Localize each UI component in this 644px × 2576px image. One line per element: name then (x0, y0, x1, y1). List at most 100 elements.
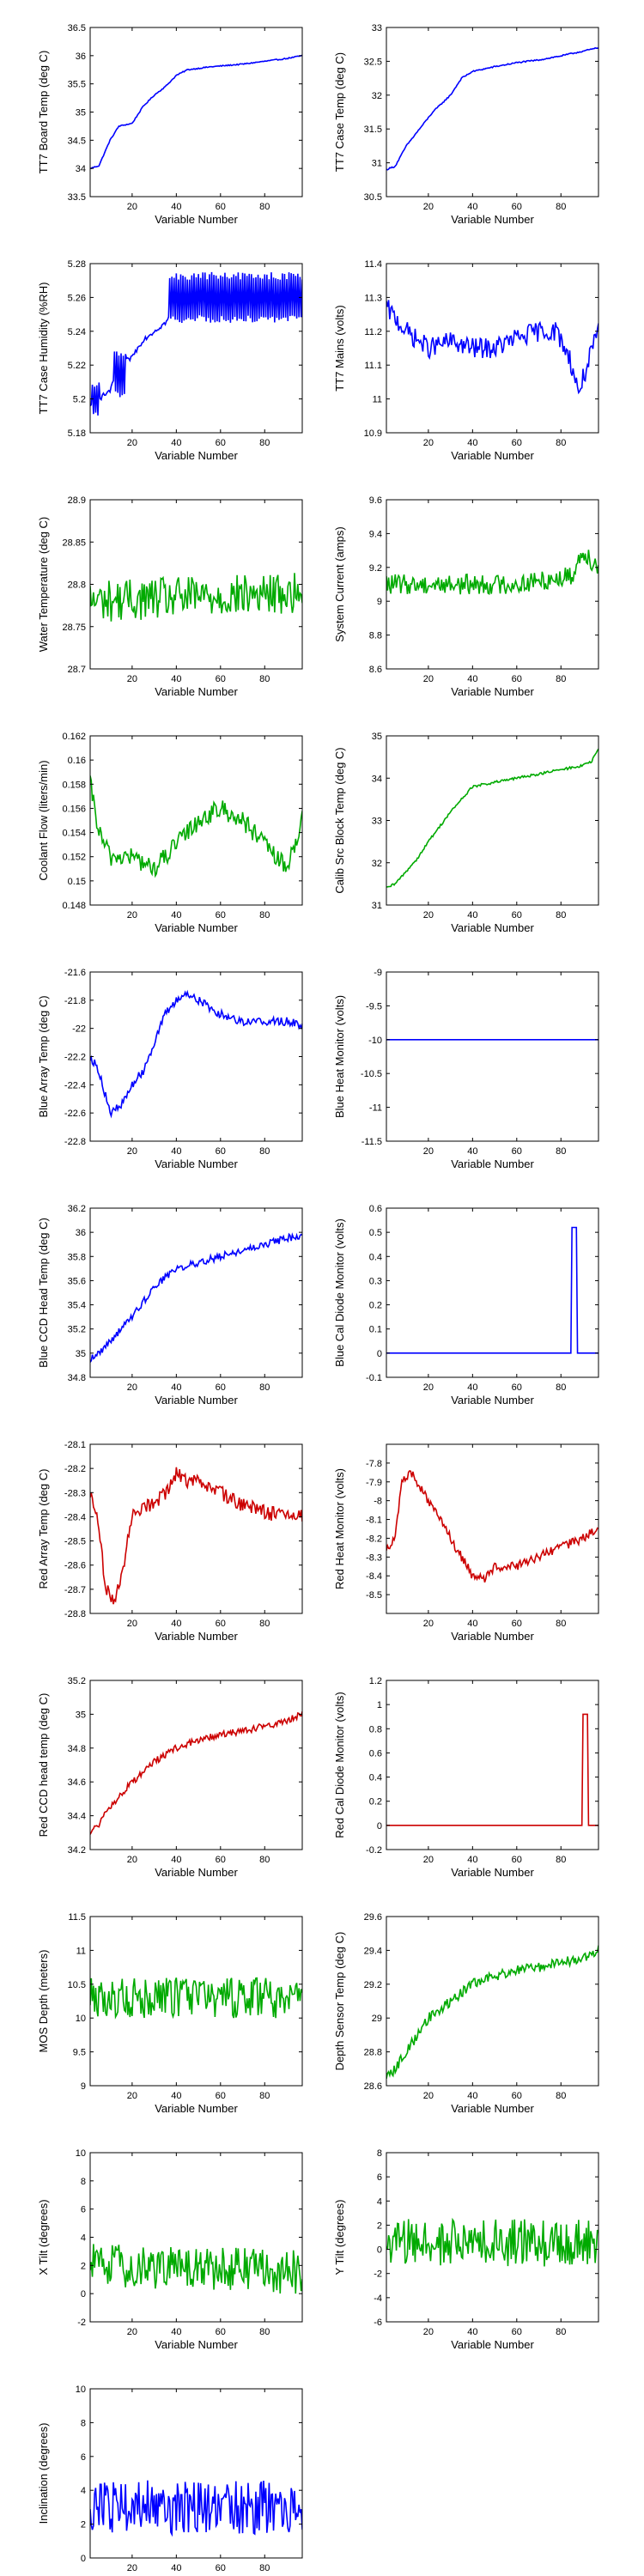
y-tick-label: 0 (377, 1821, 382, 1832)
y-tick-label: -22.6 (64, 1109, 86, 1119)
y-tick-label: 0 (81, 2554, 86, 2564)
x-tick-label: 40 (171, 2091, 181, 2101)
series-line-tt7-mains (386, 300, 598, 395)
y-tick-label: -0.1 (366, 1373, 382, 1383)
y-tick-label: 0 (81, 2289, 86, 2300)
y-tick-label: -28.6 (64, 1561, 86, 1571)
y-tick-label: 35 (76, 1710, 86, 1720)
y-tick-label: 0 (377, 1349, 382, 1359)
y-axis-label: Red CCD head temp (deg C) (37, 1693, 50, 1838)
y-tick-label: -22 (72, 1024, 86, 1035)
x-tick-label: 60 (512, 674, 522, 684)
x-tick-label: 40 (467, 2091, 477, 2101)
chart-blue-heat-monitor: -11.5 -11 -10.5 -10 -9.5 -9 20 40 60 80 Variable N… (333, 968, 599, 1170)
x-tick-label: 40 (171, 1146, 181, 1157)
y-tick-label: 33 (372, 817, 382, 827)
series-line-tt7-board-temp (90, 54, 302, 169)
plot-frame (386, 499, 599, 670)
x-tick-label: 60 (216, 2327, 226, 2337)
series-line-tt7-case-humidity (90, 271, 302, 416)
x-tick-label: 20 (423, 1146, 434, 1157)
x-tick-label: 40 (171, 438, 181, 448)
x-axis-label: Variable Number (155, 1157, 238, 1170)
x-tick-label: 60 (512, 2327, 522, 2337)
x-tick-label: 20 (423, 1855, 434, 1865)
y-tick-label: 0.156 (62, 804, 86, 814)
y-tick-label: 5.2 (73, 395, 86, 405)
x-tick-label: 40 (171, 2563, 181, 2573)
y-tick-label: 0.162 (62, 732, 86, 742)
y-tick-label: 1 (377, 1700, 382, 1710)
x-tick-label: 20 (127, 674, 137, 684)
x-tick-label: 40 (467, 674, 477, 684)
y-tick-label: 11.3 (364, 293, 382, 303)
chart-tt7-case-humidity: 5.18 5.2 5.22 5.24 5.26 5.28 20 40 60 80 Variable … (37, 259, 303, 462)
y-axis-label: Depth Sensor Temp (deg C) (333, 1932, 346, 2071)
chart-blue-ccd-head-temp: 34.8 35 35.2 35.4 35.6 35.8 36 36.2 20 40 60 80 Vari… (37, 1204, 303, 1406)
x-axis-label: Variable Number (451, 685, 534, 698)
x-tick-label: 60 (216, 438, 226, 448)
y-tick-label: -7.9 (366, 1478, 382, 1488)
x-tick-label: 20 (127, 2091, 137, 2101)
x-axis-label: Variable Number (155, 2574, 238, 2576)
y-tick-label: -8.1 (366, 1516, 382, 1526)
y-tick-label: 30.5 (364, 192, 382, 203)
x-axis-label: Variable Number (451, 2102, 534, 2115)
y-tick-label: 5.22 (68, 361, 86, 371)
x-axis-label: Variable Number (451, 2338, 534, 2351)
y-axis-label: Blue Heat Monitor (volts) (333, 995, 346, 1118)
x-tick-label: 60 (512, 202, 522, 212)
chart-y-tilt: -6 -4 -2 0 2 4 6 8 20 40 60 80 Variable Number Y Tilt… (333, 2148, 599, 2351)
x-tick-label: 20 (127, 1855, 137, 1865)
y-tick-label: 29.6 (364, 1912, 382, 1923)
y-tick-label: 0.152 (62, 853, 86, 863)
x-tick-label: 80 (556, 1619, 566, 1629)
series-line-red-cal-diode-monitor (386, 1713, 598, 1826)
y-tick-label: 35.2 (68, 1676, 86, 1686)
y-tick-label: 28.85 (62, 538, 86, 548)
y-tick-label: 8.8 (369, 631, 382, 641)
y-tick-label: 0.1 (369, 1325, 382, 1335)
plot-frame (89, 2388, 303, 2559)
x-tick-label: 80 (259, 1619, 270, 1629)
x-axis-label: Variable Number (451, 1394, 534, 1406)
y-tick-label: 0.158 (62, 780, 86, 790)
chart-red-cal-diode-monitor: -0.2 0 0.2 0.4 0.6 0.8 1 1.2 20 40 60 80 Variable Nu… (333, 1676, 599, 1879)
series-line-system-current (386, 550, 598, 595)
x-tick-label: 80 (259, 910, 270, 920)
y-tick-label: 34.2 (68, 1845, 86, 1856)
x-axis-label: Variable Number (155, 685, 238, 698)
y-tick-label: -28.2 (64, 1464, 86, 1474)
series-line-depth-sensor-temp (386, 1945, 598, 2080)
chart-tt7-mains: 10.9 11 11.1 11.2 11.3 11.4 20 40 60 80 Variable N… (333, 259, 599, 462)
y-tick-label: 4 (377, 2196, 382, 2207)
y-tick-label: 35.5 (68, 80, 86, 90)
x-tick-label: 40 (467, 1619, 477, 1629)
y-tick-label: 2 (81, 2520, 86, 2530)
x-tick-label: 40 (171, 2327, 181, 2337)
series-line-x-tilt (90, 2244, 302, 2294)
series-line-y-tilt (386, 2217, 598, 2267)
y-tick-label: 5.24 (68, 327, 86, 337)
x-tick-label: 20 (127, 910, 137, 920)
x-tick-label: 80 (556, 1146, 566, 1157)
x-tick-label: 80 (259, 202, 270, 212)
y-tick-label: 34 (372, 774, 382, 784)
y-tick-label: -2 (374, 2269, 382, 2280)
x-tick-label: 40 (171, 202, 181, 212)
y-tick-label: -6 (374, 2318, 382, 2328)
y-tick-label: 2 (81, 2261, 86, 2271)
y-tick-label: 28.75 (62, 623, 86, 633)
y-tick-label: -11 (369, 1103, 382, 1114)
series-line-coolant-flow (90, 775, 302, 878)
x-tick-label: 80 (556, 438, 566, 448)
y-tick-label: 5.28 (68, 259, 86, 270)
y-tick-label: 36.2 (68, 1204, 86, 1214)
x-tick-label: 20 (127, 438, 137, 448)
chart-inclination: 0 2 4 6 8 10 20 40 60 80 Variable Number Inclinatio… (37, 2385, 303, 2576)
y-tick-label: -0.2 (366, 1845, 382, 1856)
x-axis-label: Variable Number (451, 213, 534, 226)
y-tick-label: -9.5 (366, 1001, 382, 1012)
y-axis-label: Blue Array Temp (deg C) (37, 995, 50, 1117)
y-tick-label: 29 (372, 2014, 382, 2024)
